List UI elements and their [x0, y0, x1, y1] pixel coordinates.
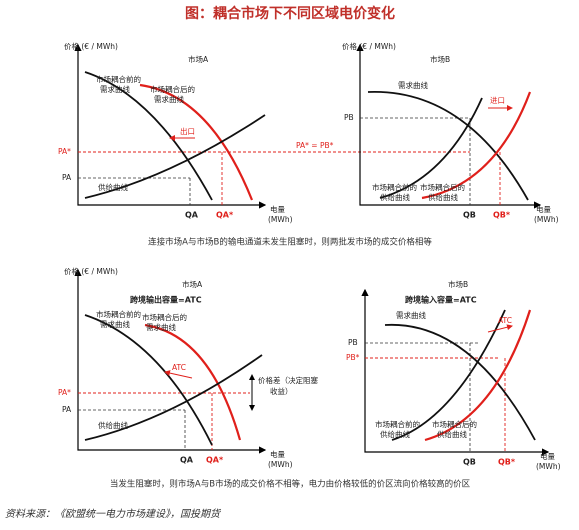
label: QA* — [216, 211, 234, 220]
label: 市场耦合后的 — [150, 84, 195, 94]
label: QB — [463, 458, 476, 467]
curve — [391, 309, 506, 441]
curve — [84, 354, 263, 441]
label: 价格 (€ / MWh) — [64, 41, 118, 51]
label: 电量 — [270, 204, 285, 214]
label: PB* — [346, 353, 360, 362]
label: PA* — [58, 147, 71, 156]
curve — [84, 114, 266, 199]
label: 价格 (€ / MWh) — [342, 41, 396, 51]
panel-bottom-left: 价格 (€ / MWh) 市场A 跨境输出容量=ATC 市场耦合前的 需求曲线 … — [58, 266, 318, 469]
curve — [424, 309, 532, 442]
curve — [384, 323, 536, 441]
label: 价格 (€ / MWh) — [64, 266, 118, 276]
label: 进口 — [490, 96, 505, 105]
curve — [421, 91, 532, 200]
label: (MWh) — [534, 215, 559, 224]
label: PB — [348, 338, 358, 347]
curve — [84, 71, 213, 201]
label: 出口 — [180, 126, 195, 136]
label: 市场耦合后的 — [432, 419, 477, 429]
curve — [139, 83, 254, 201]
label: 市场耦合后的 — [142, 312, 187, 322]
label: 需求曲线 — [398, 80, 428, 90]
caption: 连接市场A与市场B的输电通道未发生阻塞时，则两批发市场的成交价格相等 — [148, 237, 432, 248]
label: PA* — [58, 388, 71, 397]
axes — [361, 288, 550, 456]
label: 电量 — [540, 451, 555, 461]
arrow — [164, 370, 193, 379]
label: 跨境输出容量=ATC — [130, 295, 202, 305]
curve — [379, 97, 483, 199]
label: 市场耦合前的 — [96, 309, 141, 319]
label: 价格差（决定阻塞 — [258, 375, 318, 385]
label: 市场耦合前的 — [96, 74, 141, 84]
label: (MWh) — [268, 460, 293, 469]
label: QA — [180, 456, 194, 465]
panel-bottom-right: 市场B 跨境输入容量=ATC 需求曲线 ATC PB PB* 市场耦合前的 供给… — [346, 279, 561, 471]
label: 供给曲线 — [437, 429, 467, 439]
title: 图：耦合市场下不同区域电价变化 — [185, 5, 395, 22]
label: ATC — [172, 363, 186, 372]
label: ATC — [498, 316, 512, 325]
label: 需求曲线 — [100, 84, 130, 94]
curve — [367, 91, 529, 201]
label: 市场B — [430, 54, 450, 64]
label: QB* — [498, 458, 516, 467]
label: 市场A — [182, 279, 203, 289]
label: 市场A — [188, 54, 209, 64]
label: PA — [62, 173, 72, 182]
axes — [74, 268, 267, 454]
label: PA — [62, 405, 72, 414]
axes — [74, 43, 267, 209]
panel-top-right: 价格 (€ / MWh) 市场B 需求曲线 进口 PB PA* = PB* 市场… — [296, 41, 559, 224]
label: 电量 — [536, 204, 551, 214]
label: 市场耦合后的 — [420, 182, 465, 192]
label: QB — [463, 211, 476, 220]
label: PA* = PB* — [296, 141, 334, 150]
label: 市场耦合前的 — [372, 182, 417, 192]
label: (MWh) — [268, 215, 293, 224]
label: (MWh) — [536, 462, 561, 471]
label: QB* — [493, 211, 511, 220]
label: PB — [344, 113, 354, 122]
label: 需求曲线 — [154, 94, 184, 104]
label: 需求曲线 — [100, 319, 130, 329]
curve — [84, 314, 213, 446]
label: 需求曲线 — [146, 322, 176, 332]
label: QA* — [206, 456, 224, 465]
arrow — [487, 324, 513, 333]
panel-top-left: 价格 (€ / MWh) 市场A 市场耦合前的 需求曲线 市场耦合后的 需求曲线… — [58, 41, 470, 224]
label: 供给曲线 — [98, 182, 128, 192]
label: 供给曲线 — [98, 420, 128, 430]
label: 收益） — [270, 386, 293, 396]
source: 资料来源：《欧盟统一电力市场建设》，国投期货 — [5, 508, 222, 520]
label: 电量 — [270, 449, 285, 459]
label: 市场B — [448, 279, 468, 289]
label: 供给曲线 — [428, 192, 458, 202]
label: 需求曲线 — [396, 310, 426, 320]
label: QA — [185, 211, 199, 220]
label: 跨境输入容量=ATC — [405, 295, 477, 305]
axes — [356, 43, 542, 209]
curve — [144, 323, 242, 441]
label: 供给曲线 — [380, 192, 410, 202]
label: 市场耦合前的 — [375, 419, 420, 429]
caption: 当发生阻塞时，则市场A与B市场的成交价格不相等，电力由价格较低的价区流向价格较高… — [110, 479, 471, 490]
label: 供给曲线 — [380, 429, 410, 439]
